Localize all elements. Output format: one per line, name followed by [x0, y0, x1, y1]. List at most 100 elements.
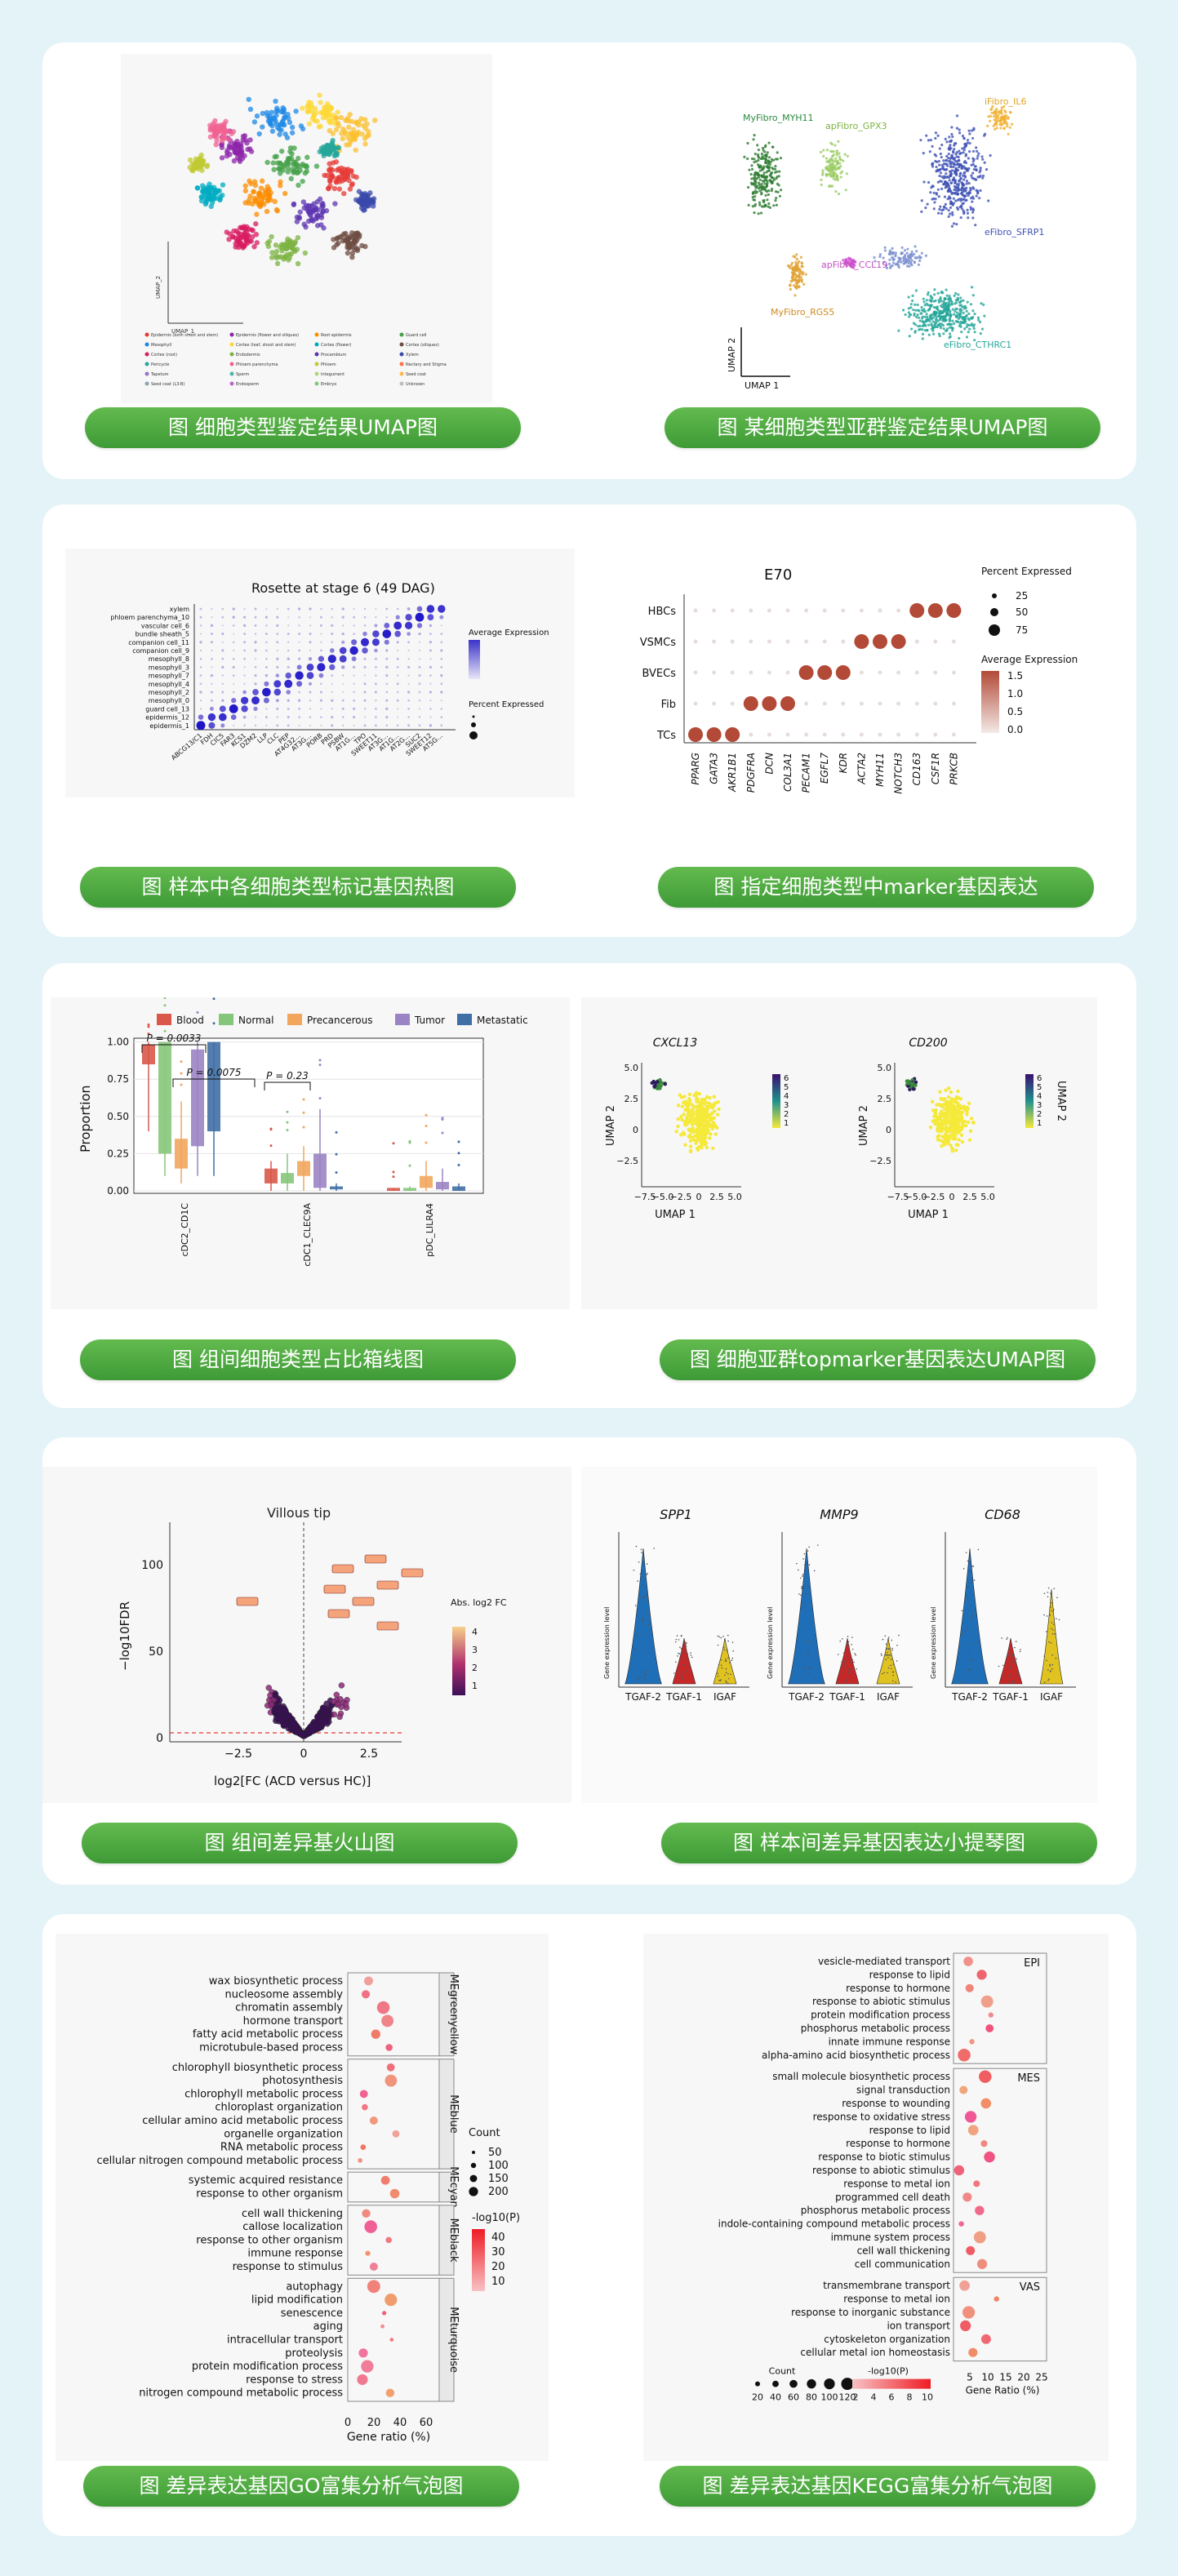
go-x-tick: 60 — [420, 2417, 433, 2429]
legend-label: Metastatic — [477, 1015, 528, 1026]
e70-dot — [730, 639, 735, 644]
umap-subtype-dot — [973, 331, 976, 334]
umap-subtype-dot — [942, 327, 945, 331]
umap-subtype-dot — [763, 153, 767, 157]
umap-subtype-dot — [754, 191, 758, 195]
go-term-label: organelle organization — [224, 2128, 343, 2140]
e70-dot — [896, 732, 901, 737]
umap-cell-dot — [956, 1104, 960, 1108]
go-term-label: aging — [313, 2321, 343, 2333]
y-tick: 50 — [149, 1646, 163, 1659]
umap-cell-dot — [277, 131, 282, 137]
violin-jitter — [647, 1600, 648, 1602]
kegg-bubble — [959, 2085, 968, 2094]
umap-subtype-dot — [941, 291, 945, 295]
violin-jitter — [727, 1640, 729, 1642]
violin-jitter — [1054, 1632, 1056, 1635]
volcano-point — [271, 1707, 278, 1714]
umap-cell-dot — [300, 178, 305, 184]
caption-6: 图 细胞亚群topmarker基因表达UMAP图 — [660, 1339, 1096, 1380]
umap-cell-dot — [294, 219, 300, 224]
go-group-name: MEblue — [447, 2094, 460, 2134]
umap-cell-dot — [963, 1123, 968, 1128]
umap-cell-dot — [359, 242, 365, 249]
umap-subtype-dot — [967, 331, 970, 334]
umap-subtype-dot — [774, 190, 778, 193]
kegg-term-label: ion transport — [887, 2320, 950, 2331]
heatmap-dot — [199, 607, 202, 611]
umap-subtype-dot — [965, 309, 968, 313]
violin-group-label: TGAF-2 — [625, 1691, 661, 1703]
umap-subtype-dot — [958, 131, 962, 135]
umap-subtype-dot — [926, 293, 930, 296]
e70-dot — [767, 670, 771, 675]
umap-subtype-dot — [926, 315, 929, 319]
umap-subtype-dot — [951, 203, 954, 207]
violin-jitter — [682, 1651, 684, 1653]
go-term-label: response to stimulus — [233, 2261, 344, 2273]
umap-cell-dot — [688, 1148, 693, 1153]
violin-jitter — [887, 1654, 889, 1656]
umap-cell-dot — [928, 1125, 933, 1130]
umap-subtype-dot — [939, 322, 942, 326]
violin-shape — [625, 1548, 662, 1685]
e70-dot — [693, 670, 698, 675]
umap-high-dot — [650, 1081, 654, 1086]
e70-dot — [817, 665, 833, 680]
heatmap-dot — [374, 648, 378, 653]
umap-cell-dot — [206, 190, 212, 196]
legend-swatch — [144, 342, 149, 347]
umap-subtype-dot — [951, 329, 954, 332]
y-tick: 0 — [633, 1125, 638, 1135]
umap-subtype-dot — [910, 254, 914, 258]
umap-subtype-dot — [914, 289, 918, 292]
umap-cell-dot — [333, 159, 340, 165]
violin-jitter — [805, 1673, 807, 1676]
heatmap-dot — [295, 671, 304, 680]
go-x-tick: 0 — [345, 2417, 351, 2429]
umap-subtype-dot — [845, 172, 848, 175]
box-outlier — [425, 1124, 428, 1127]
legend-label: Epidermis (both shoot and stem) — [151, 333, 218, 338]
umap-cell-dot — [199, 189, 206, 195]
umap-subtype-dot — [770, 180, 773, 183]
umap-cell-dot — [695, 1099, 699, 1104]
umap-subtype-dot — [933, 288, 936, 291]
heatmap-dot — [320, 724, 322, 726]
legend-swatch — [144, 352, 149, 357]
umap-cell-dot — [198, 194, 205, 200]
go-bubble — [362, 2209, 371, 2218]
violin-jitter — [1047, 1680, 1049, 1681]
violin-jitter — [724, 1659, 727, 1662]
e70-dot — [873, 634, 887, 649]
go-term-label: chlorophyll metabolic process — [184, 2088, 343, 2100]
umap-cell-dot — [334, 242, 340, 248]
umap-cell-dot — [708, 1136, 712, 1140]
volcano-colorbar — [452, 1627, 465, 1695]
umap-subtype-dot — [832, 172, 835, 175]
umap-subtype-dot — [948, 336, 951, 340]
heatmap-dot — [254, 615, 257, 619]
umap-subtype-dot — [897, 260, 900, 264]
heatmap-dot — [375, 674, 377, 677]
umap-subtype-dot — [954, 307, 958, 311]
umap-subtype-dot — [885, 266, 889, 269]
umap-subtype-dot — [800, 264, 803, 269]
umap-subtype-dot — [968, 327, 971, 331]
umap-subtype-dot — [928, 320, 931, 323]
heatmap-dot — [363, 674, 367, 677]
e70-gene-label: NOTCH3 — [893, 753, 905, 794]
umap-cell-dot — [935, 1103, 939, 1107]
box-outlier — [392, 1142, 395, 1145]
violin-jitter — [643, 1595, 646, 1597]
umap-subtype-dot — [963, 327, 967, 331]
heatmap-dot — [221, 615, 224, 619]
violin-jitter — [681, 1658, 682, 1659]
figure-violin: SPP1 Gene expression level TGAF-2 TGAF-1 IGA… — [581, 1467, 1097, 1803]
violin-jitter — [884, 1635, 887, 1637]
heatmap-dot — [263, 697, 269, 704]
umap-subtype-dot — [954, 167, 958, 171]
umap-subtype-dot — [992, 115, 996, 118]
umap-subtype-dot — [989, 114, 993, 118]
